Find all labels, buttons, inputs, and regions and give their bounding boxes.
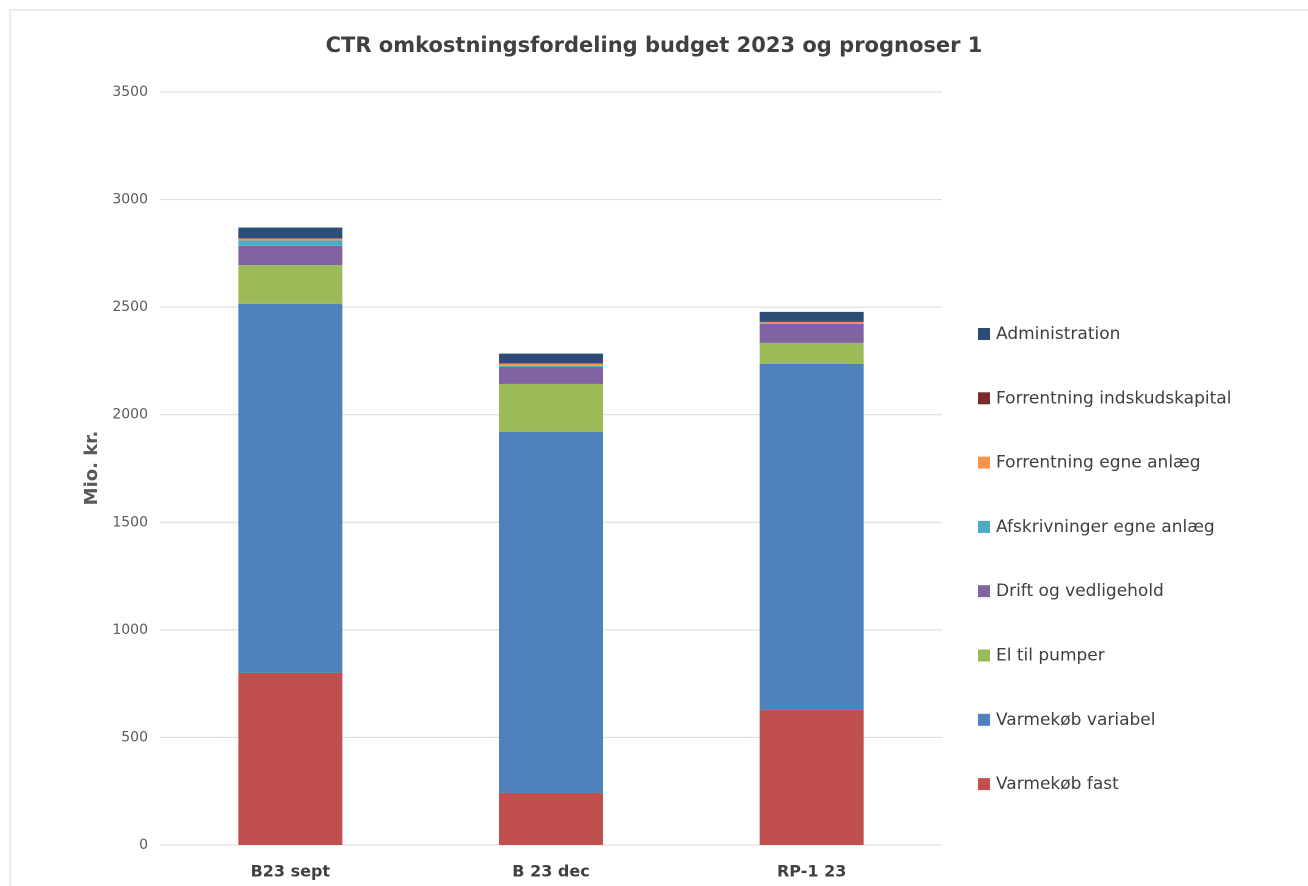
legend-label: Administration — [996, 324, 1120, 344]
legend-label: Varmekøb variabel — [996, 710, 1155, 730]
x-tick-label: B 23 dec — [512, 862, 589, 881]
bar-segment — [759, 709, 864, 845]
y-tick-label: 0 — [139, 837, 148, 853]
legend-label: Forrentning egne anlæg — [996, 453, 1201, 473]
legend-label: El til pumper — [996, 646, 1105, 666]
bar-segment — [499, 366, 603, 384]
bar-segment — [238, 672, 343, 845]
legend-swatch — [978, 778, 990, 791]
bar-segment — [759, 311, 864, 322]
bar-segment — [759, 323, 864, 343]
bar-segment — [499, 365, 603, 367]
y-tick-label: 1500 — [112, 514, 148, 530]
bar-segment — [238, 238, 343, 241]
legend-swatch — [978, 392, 990, 405]
y-tick-label: 3500 — [112, 84, 148, 100]
y-tick-label: 2000 — [112, 407, 148, 423]
bar-segment — [499, 431, 603, 793]
y-tick-label: 1000 — [112, 622, 148, 638]
legend-label: Forrentning indskudskapital — [996, 388, 1231, 408]
bar-segment — [238, 245, 343, 266]
y-tick-label: 3000 — [112, 192, 148, 208]
bar-segment — [499, 383, 603, 432]
bar-segment — [759, 323, 864, 324]
chart-frame — [9, 9, 1308, 886]
bar-segment — [759, 342, 864, 364]
bar-segment — [238, 303, 343, 673]
bar-segment — [238, 265, 343, 304]
y-tick-label: 2500 — [112, 299, 148, 315]
bar-segment — [499, 363, 603, 366]
legend-swatch — [978, 328, 990, 340]
chart-title: CTR omkostningsfordeling budget 2023 og … — [326, 33, 983, 57]
bar-segment — [499, 353, 603, 364]
bar-segment — [759, 322, 864, 324]
legend-swatch — [978, 456, 990, 469]
legend-swatch — [978, 649, 990, 662]
bar-segment — [238, 240, 343, 246]
bar-segment — [759, 363, 864, 710]
bar-segment — [499, 792, 603, 845]
y-tick-label: 500 — [121, 729, 148, 745]
legend-label: Varmekøb fast — [996, 774, 1119, 794]
x-tick-label: B23 sept — [251, 862, 331, 881]
legend-label: Drift og vedligehold — [996, 581, 1164, 601]
legend-swatch — [978, 520, 990, 533]
x-tick-label: RP-1 23 — [777, 862, 846, 881]
bar-segment — [238, 227, 343, 239]
legend-label: Afskrivninger egne anlæg — [996, 517, 1215, 537]
legend-swatch — [978, 585, 990, 598]
y-axis-label: Mio. kr. — [81, 431, 102, 506]
legend-swatch — [978, 713, 990, 726]
